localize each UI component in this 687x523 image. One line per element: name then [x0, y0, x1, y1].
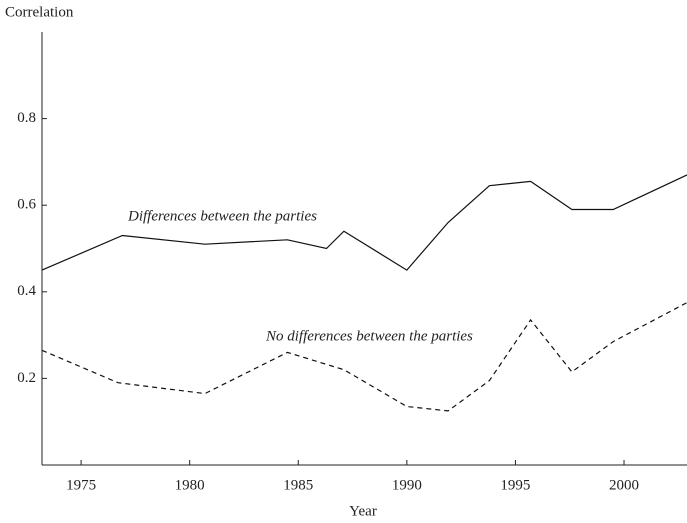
x-tick-label: 1975 — [66, 477, 96, 493]
x-tick-label: 1985 — [283, 477, 313, 493]
x-tick-label: 2000 — [609, 477, 639, 493]
x-tick-label: 1990 — [392, 477, 422, 493]
x-tick-label: 1980 — [175, 477, 205, 493]
y-tick-label: 0.6 — [17, 197, 36, 213]
y-axis-label: Correlation — [5, 4, 74, 20]
line-series — [41, 302, 687, 412]
series-label: Differences between the parties — [127, 208, 317, 224]
series-label: No differences between the parties — [265, 328, 473, 344]
y-tick-label: 0.2 — [17, 370, 36, 386]
y-tick-label: 0.8 — [17, 110, 36, 126]
y-tick-label: 0.4 — [17, 283, 36, 299]
x-axis-label: Year — [349, 503, 377, 519]
x-tick-label: 1995 — [500, 477, 530, 493]
line-series — [41, 174, 687, 271]
